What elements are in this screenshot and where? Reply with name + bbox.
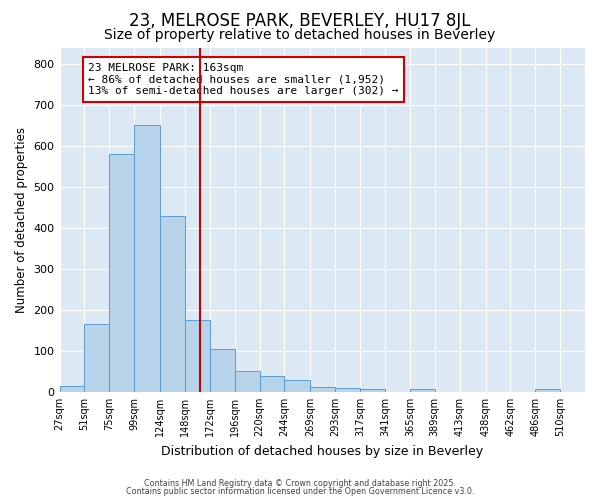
Bar xyxy=(85,324,109,392)
Bar xyxy=(284,380,310,392)
Bar xyxy=(109,154,134,392)
Bar xyxy=(335,388,360,392)
Text: 23 MELROSE PARK: 163sqm
← 86% of detached houses are smaller (1,952)
13% of semi: 23 MELROSE PARK: 163sqm ← 86% of detache… xyxy=(88,63,399,96)
X-axis label: Distribution of detached houses by size in Beverley: Distribution of detached houses by size … xyxy=(161,444,484,458)
Bar xyxy=(535,390,560,392)
Y-axis label: Number of detached properties: Number of detached properties xyxy=(15,126,28,312)
Text: Contains HM Land Registry data © Crown copyright and database right 2025.: Contains HM Land Registry data © Crown c… xyxy=(144,478,456,488)
Bar xyxy=(160,216,185,392)
Bar xyxy=(134,126,160,392)
Bar xyxy=(260,376,284,392)
Text: Size of property relative to detached houses in Beverley: Size of property relative to detached ho… xyxy=(104,28,496,42)
Bar xyxy=(235,372,260,392)
Bar xyxy=(210,349,235,392)
Text: Contains public sector information licensed under the Open Government Licence v3: Contains public sector information licen… xyxy=(126,487,474,496)
Bar xyxy=(360,388,385,392)
Text: 23, MELROSE PARK, BEVERLEY, HU17 8JL: 23, MELROSE PARK, BEVERLEY, HU17 8JL xyxy=(129,12,471,30)
Bar xyxy=(410,388,435,392)
Bar xyxy=(59,386,85,392)
Bar xyxy=(310,387,335,392)
Bar xyxy=(185,320,210,392)
